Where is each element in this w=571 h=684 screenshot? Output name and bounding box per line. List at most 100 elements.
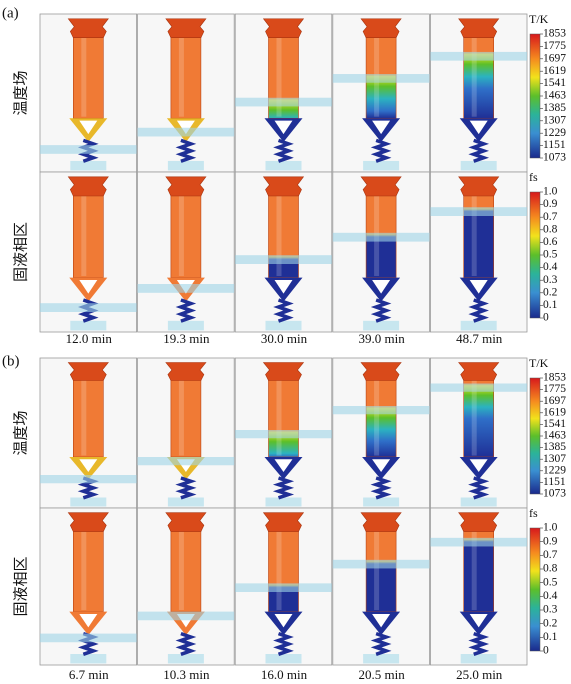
simulation-cell (138, 358, 235, 508)
body-highlight (81, 381, 86, 456)
flange (68, 177, 108, 196)
time-label: 25.0 min (456, 667, 503, 682)
pedestal (461, 654, 497, 663)
heater-band (235, 98, 332, 107)
flange (264, 19, 304, 38)
body-highlight (472, 38, 477, 117)
simulation-cell (235, 172, 332, 332)
heater-band (138, 128, 235, 137)
heater-band (235, 430, 332, 438)
crucible-body (73, 36, 103, 118)
colorbar-label: 1775 (543, 383, 566, 395)
colorbar-label: 0.3 (543, 604, 558, 616)
simulation-cell (40, 358, 137, 508)
crucible-body (171, 530, 201, 612)
colorbar (530, 34, 540, 158)
colorbar-label: 1619 (543, 406, 566, 418)
simulation-cell (430, 358, 527, 508)
heater-band (40, 634, 137, 643)
time-label: 6.7 min (69, 667, 109, 682)
colorbar-label: 1307 (543, 453, 566, 465)
crucible-body (73, 194, 103, 277)
colorbar-label: 0.7 (543, 211, 558, 223)
flange (459, 363, 499, 381)
legend-title: fs (529, 170, 538, 184)
pedestal (168, 654, 204, 663)
figure: (a)温度场T/K1853177516971619154114631385130… (0, 0, 571, 684)
crucible-body (366, 530, 396, 612)
colorbar-label: 1385 (543, 102, 566, 114)
simulation-cell (138, 14, 235, 172)
colorbar-label: 0.4 (543, 590, 558, 602)
time-label: 19.3 min (163, 331, 210, 346)
body-highlight (81, 38, 86, 117)
colorbar-label: 0.3 (543, 274, 558, 286)
colorbar-label: 1073 (543, 488, 566, 500)
simulation-cell (138, 508, 235, 665)
simulation-cell (333, 508, 430, 665)
colorbar-label: 1541 (543, 418, 566, 430)
pedestal (168, 321, 204, 331)
colorbar-label: 1151 (543, 139, 566, 151)
crucible-body (171, 379, 201, 457)
colorbar-label: 0.8 (543, 563, 558, 575)
flange (459, 19, 499, 38)
flange (459, 513, 499, 532)
legend-title: fs (529, 506, 538, 520)
legend-title: T/K (529, 356, 549, 370)
colorbar-label: 0 (543, 312, 549, 324)
body-highlight (81, 196, 86, 276)
heater-band (430, 207, 527, 216)
row-label: 固液相区 (12, 222, 29, 282)
colorbar-label: 1073 (543, 152, 566, 164)
simulation-cell (430, 508, 527, 665)
heater-band (40, 303, 137, 312)
flange (68, 513, 108, 532)
heater-band (333, 74, 430, 83)
colorbar-label: 1.0 (543, 186, 558, 198)
pedestal (168, 498, 204, 507)
crucible-body (269, 194, 299, 277)
body-highlight (179, 381, 184, 456)
flange (166, 513, 206, 532)
colorbar-label: 0 (543, 645, 549, 657)
colorbar-label: 0.1 (543, 631, 558, 643)
colorbar-label: 0.5 (543, 576, 558, 588)
crucible-body (73, 379, 103, 457)
colorbar-label: 1151 (543, 476, 566, 488)
crucible-body (366, 379, 396, 457)
colorbar-label: 1307 (543, 114, 566, 126)
colorbar-label: 0.6 (543, 236, 558, 248)
simulation-cell (333, 358, 430, 508)
heater-band (138, 457, 235, 465)
heater-band (235, 255, 332, 264)
legend-title: T/K (529, 12, 549, 26)
time-label: 16.0 min (261, 667, 308, 682)
heater-band (40, 475, 137, 483)
body-highlight (179, 196, 184, 276)
heater-band (430, 538, 527, 547)
crucible-body (73, 530, 103, 612)
heater-band (333, 233, 430, 242)
pedestal (363, 321, 399, 331)
colorbar-label: 1385 (543, 441, 566, 453)
pedestal (266, 498, 302, 507)
pedestal (168, 161, 204, 170)
colorbar (530, 528, 540, 651)
crucible-body (464, 36, 494, 118)
colorbar-label: 0.1 (543, 299, 558, 311)
heater-band (40, 145, 137, 154)
time-label: 48.7 min (456, 331, 503, 346)
flange (166, 19, 206, 38)
heater-band (138, 612, 235, 621)
pedestal (266, 654, 302, 663)
colorbar-label: 1229 (543, 127, 566, 139)
simulation-cell (430, 172, 527, 332)
pedestal (461, 161, 497, 170)
heater-band (333, 560, 430, 569)
colorbar (530, 378, 540, 494)
colorbar-label: 0.4 (543, 261, 558, 273)
colorbar-label: 1463 (543, 430, 566, 442)
flange (264, 177, 304, 196)
colorbar-label: 1775 (543, 40, 566, 52)
